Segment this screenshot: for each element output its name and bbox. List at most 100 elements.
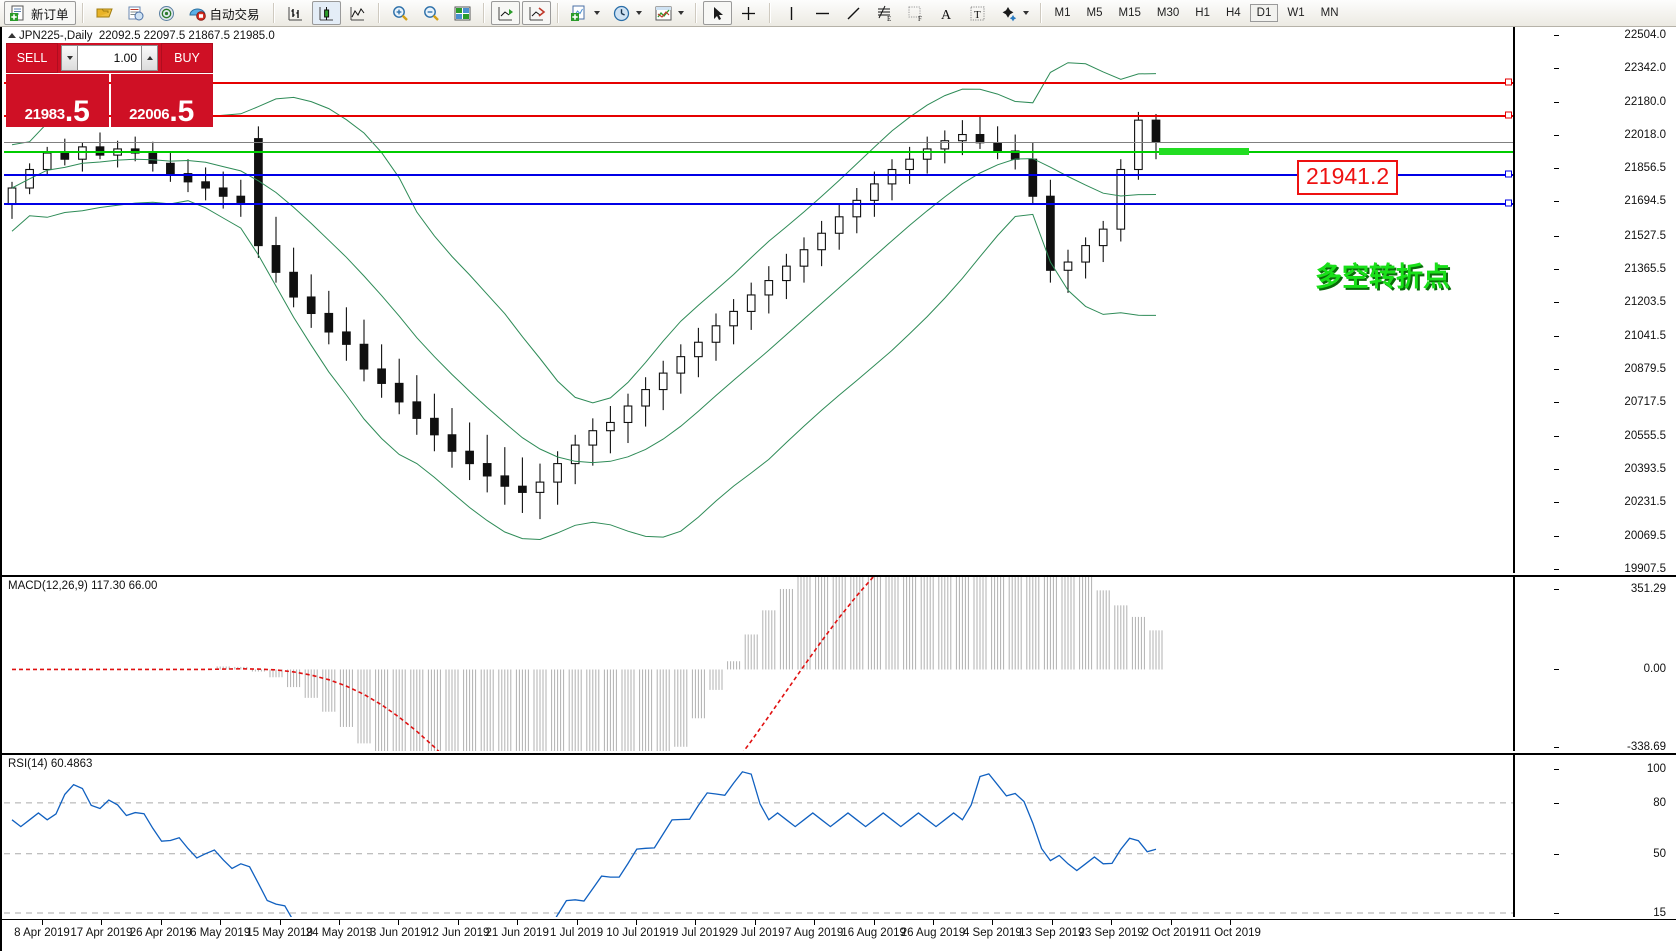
collapse-triangle-icon[interactable]	[8, 33, 16, 38]
one-click-trading-panel[interactable]: SELL 1.00 BUY 21983.5 22006.5	[6, 43, 213, 128]
chart-shift-button[interactable]	[490, 1, 520, 25]
chart-area[interactable]: 22275.122113.121985.021941.221828.321685…	[0, 27, 1676, 951]
print-preview-button[interactable]	[121, 1, 150, 25]
volume-input[interactable]: 1.00	[78, 45, 141, 71]
candlestick-chart-button[interactable]	[311, 1, 341, 25]
label-tool-button[interactable]: T	[963, 1, 992, 25]
rsi-tick-label: 15	[1653, 907, 1666, 919]
time-tick-label: 1 Jul 2019	[550, 927, 604, 939]
timeframe-w1[interactable]: W1	[1287, 7, 1305, 19]
sell-price-display[interactable]: 21983.5	[6, 74, 109, 127]
timeframe-h4[interactable]: H4	[1225, 7, 1241, 19]
autotrade-button[interactable]: 自动交易	[183, 1, 267, 25]
bar-chart-icon	[286, 4, 305, 23]
cursor-tool-button[interactable]	[702, 1, 732, 25]
crosshair-tool-button[interactable]	[734, 1, 763, 25]
time-tick	[814, 920, 816, 925]
price-level-handle[interactable]	[1505, 78, 1512, 86]
price-plot[interactable]: 22275.122113.121985.021941.221828.321685…	[4, 27, 1513, 573]
timeframe-h1[interactable]: H1	[1195, 7, 1210, 19]
chevron-down-icon[interactable]	[677, 11, 684, 15]
tile-windows-button[interactable]	[448, 1, 477, 25]
price-level-line[interactable]	[4, 82, 1513, 85]
buy-price-fraction: .5	[169, 94, 195, 128]
chinese-annotation[interactable]: 多空转折点	[1315, 262, 1450, 293]
folder-button[interactable]	[90, 1, 119, 25]
price-annotation-box[interactable]: 21941.2	[1297, 160, 1399, 195]
autoscroll-button[interactable]	[521, 1, 551, 25]
macd-tick-label: -338.69	[1626, 741, 1666, 753]
cursor-icon	[708, 4, 727, 23]
macd-tick	[1554, 669, 1559, 671]
macd-axis[interactable]: 351.29 0.00 -338.69	[1513, 577, 1676, 753]
price-tick	[1554, 134, 1559, 136]
volume-stepper[interactable]: 1.00	[58, 43, 161, 73]
text-tool-button[interactable]: A	[932, 1, 961, 25]
price-tick	[1554, 101, 1559, 103]
price-level-handle[interactable]	[1505, 170, 1512, 178]
volume-decrease-button[interactable]	[61, 45, 78, 71]
fibonacci-fan-button[interactable]: F	[901, 1, 930, 25]
time-tick	[1170, 920, 1172, 925]
templates-button[interactable]	[649, 1, 689, 25]
time-axis[interactable]: 8 Apr 2019 17 Apr 2019 26 Apr 2019 6 May 20…	[2, 919, 1676, 951]
price-level-handle[interactable]	[1505, 199, 1512, 207]
time-tick-label: 24 May 2019	[305, 927, 373, 939]
time-tick-label: 17 Apr 2019	[70, 927, 133, 939]
price-tick	[1554, 235, 1559, 237]
vertical-line-button[interactable]	[777, 1, 806, 25]
timeframe-m5[interactable]: M5	[1086, 7, 1103, 19]
price-tick-label: 19907.5	[1624, 563, 1666, 575]
new-order-button[interactable]: 新订单	[4, 1, 76, 25]
buy-price-display[interactable]: 22006.5	[110, 74, 213, 128]
line-chart-button[interactable]	[343, 1, 372, 25]
period-button[interactable]	[607, 1, 647, 25]
broadcast-button[interactable]	[152, 1, 181, 25]
price-pane[interactable]: 22275.122113.121985.021941.221828.321685…	[2, 27, 1676, 575]
price-level-line[interactable]	[4, 173, 1513, 176]
chevron-down-icon[interactable]	[593, 11, 600, 15]
bar-chart-button[interactable]	[281, 1, 310, 25]
price-axis[interactable]: 22504.0 22342.0 22180.0 22018.0 21856.5 21694…	[1513, 27, 1676, 575]
tile-windows-icon	[453, 4, 472, 23]
timeframe-m15[interactable]: M15	[1118, 7, 1141, 19]
toolbar-separator	[694, 3, 697, 23]
line-chart-icon	[348, 4, 367, 23]
rsi-plot[interactable]	[4, 755, 1513, 917]
price-level-line[interactable]	[4, 203, 1513, 206]
rsi-pane[interactable]: 100 80 50 15 RSI(14) 60.4863	[2, 753, 1676, 919]
buy-button[interactable]: BUY	[161, 43, 213, 73]
trendline-button[interactable]	[839, 1, 868, 25]
timeframe-mn[interactable]: MN	[1320, 7, 1339, 19]
macd-tick-label: 351.29	[1630, 583, 1666, 595]
price-level-line[interactable]	[4, 150, 1513, 153]
arrows-button[interactable]	[994, 1, 1034, 25]
price-level-line[interactable]	[4, 141, 1513, 143]
horizontal-line-button[interactable]	[808, 1, 837, 25]
volume-increase-button[interactable]	[141, 45, 158, 71]
period-icon	[612, 4, 631, 23]
time-tick	[457, 920, 459, 925]
macd-pane[interactable]: 351.29 0.00 -338.69 MACD(12,26,9) 117.30 6…	[2, 575, 1676, 753]
timeframe-m30[interactable]: M30	[1156, 7, 1180, 19]
timeframe-m1[interactable]: M1	[1054, 7, 1071, 19]
chevron-down-icon[interactable]	[1022, 11, 1029, 15]
zoom-in-button[interactable]	[386, 1, 415, 25]
rsi-axis[interactable]: 100 80 50 15	[1513, 755, 1676, 919]
time-tick-label: 12 Jun 2019	[426, 927, 490, 939]
new-order-label: 新订单	[31, 7, 69, 22]
new-order-icon	[9, 4, 28, 23]
chevron-down-icon[interactable]	[635, 11, 642, 15]
macd-plot[interactable]	[4, 577, 1513, 751]
price-level-line[interactable]	[4, 115, 1513, 118]
indicators-button[interactable]	[565, 1, 605, 25]
zoom-out-button[interactable]	[417, 1, 446, 25]
macd-tick	[1554, 747, 1559, 748]
fibonacci-button[interactable]: E	[870, 1, 899, 25]
price-tick	[1554, 35, 1559, 36]
sell-button[interactable]: SELL	[6, 43, 58, 73]
price-level-handle[interactable]	[1505, 111, 1512, 119]
price-tick-label: 20069.5	[1624, 529, 1666, 542]
timeframe-d1[interactable]: D1	[1249, 4, 1279, 22]
rsi-tick-label: 50	[1653, 847, 1666, 860]
